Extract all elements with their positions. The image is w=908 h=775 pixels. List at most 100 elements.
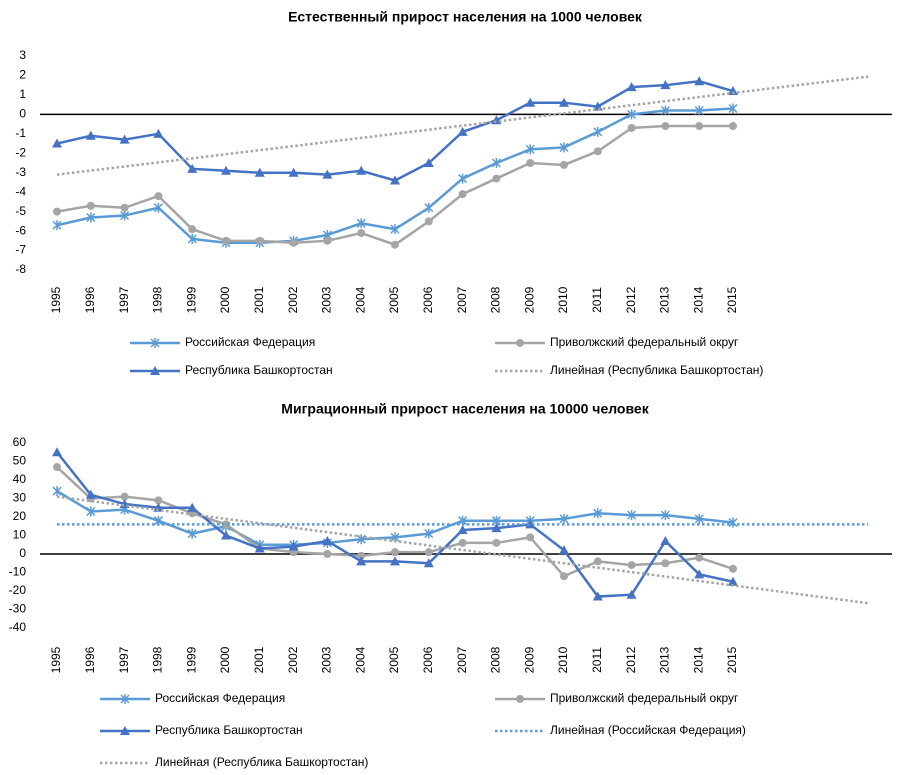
marker	[120, 694, 130, 704]
marker	[660, 80, 671, 90]
marker	[491, 523, 502, 533]
marker	[492, 538, 501, 547]
marker	[254, 167, 265, 177]
marker	[53, 463, 61, 472]
x-tick-label: 2000	[218, 286, 232, 313]
legend-label: Приволжский федеральный округ	[550, 691, 739, 705]
marker	[526, 159, 535, 167]
x-tick-label: 2013	[658, 286, 672, 313]
marker	[525, 144, 535, 155]
x-tick-label: 2005	[387, 646, 401, 673]
x-tick-label: 2008	[489, 646, 503, 673]
x-tick-label: 2008	[489, 286, 503, 313]
marker	[560, 160, 568, 169]
marker	[187, 163, 198, 173]
x-tick-label: 2009	[522, 646, 536, 673]
marker	[120, 210, 130, 221]
marker	[424, 548, 433, 557]
marker	[694, 76, 705, 86]
legend-label: Республика Башкортостан	[185, 363, 333, 377]
marker	[593, 147, 602, 156]
marker	[52, 486, 62, 497]
y-tick-label: -3	[15, 165, 26, 179]
trend-line	[56, 75, 869, 176]
marker	[660, 105, 670, 116]
x-tick-label: 2012	[624, 646, 638, 673]
x-tick-label: 2006	[421, 646, 435, 673]
marker	[424, 217, 433, 226]
marker	[660, 536, 671, 546]
x-tick-label: 2003	[320, 286, 334, 313]
marker	[627, 123, 636, 132]
marker	[390, 175, 400, 185]
marker	[86, 506, 96, 517]
marker	[661, 122, 670, 131]
marker	[593, 557, 602, 566]
marker	[154, 496, 163, 505]
marker	[525, 519, 536, 529]
marker	[695, 122, 704, 131]
y-tick-label: -2	[15, 145, 26, 159]
marker	[492, 174, 501, 183]
x-tick-label: 2007	[455, 286, 469, 313]
x-tick-label: 2011	[590, 287, 604, 313]
marker	[390, 556, 400, 566]
legend-label: Линейная (Республика Башкортостан)	[155, 755, 368, 769]
marker	[559, 513, 569, 524]
marker	[694, 105, 704, 116]
legend-label: Российская Федерация	[155, 691, 285, 705]
marker	[53, 207, 61, 216]
chart-title: Миграционный прирост населения на 10000 …	[281, 401, 649, 417]
marker	[120, 492, 129, 501]
marker	[458, 190, 467, 199]
x-tick-label: 2004	[353, 646, 367, 673]
y-tick-label: -20	[9, 583, 27, 597]
legend-label: Приволжский федеральный округ	[550, 335, 739, 349]
marker	[221, 530, 231, 540]
y-tick-label: 3	[19, 48, 26, 62]
marker	[491, 158, 501, 168]
marker	[728, 103, 738, 114]
y-tick-label: -8	[15, 262, 26, 276]
marker	[390, 224, 400, 235]
y-tick-label: 10	[13, 528, 27, 542]
x-tick-label: 2002	[286, 646, 300, 673]
marker	[52, 138, 62, 148]
chart-title: Естественный прирост населения на 1000 ч…	[288, 9, 643, 25]
y-tick-label: -4	[15, 184, 26, 198]
marker	[222, 520, 230, 529]
marker	[288, 167, 299, 177]
x-tick-label: 1996	[83, 286, 97, 313]
x-tick-label: 1999	[184, 286, 198, 313]
marker	[85, 489, 96, 499]
x-tick-label: 2005	[387, 286, 401, 313]
marker	[516, 695, 524, 703]
marker	[150, 366, 160, 375]
marker	[627, 510, 637, 521]
y-tick-label: -10	[9, 565, 27, 579]
marker	[153, 202, 163, 213]
marker	[356, 556, 367, 566]
x-tick-label: 2001	[252, 286, 266, 313]
marker	[153, 502, 164, 512]
marker	[626, 589, 637, 599]
marker	[423, 158, 434, 167]
marker	[391, 240, 399, 249]
x-tick-label: 2013	[658, 646, 672, 673]
marker	[457, 524, 468, 534]
marker	[154, 192, 163, 201]
marker	[729, 122, 737, 131]
marker	[357, 551, 366, 560]
marker	[119, 134, 130, 144]
marker	[322, 169, 333, 179]
marker	[322, 536, 333, 546]
marker	[323, 550, 332, 558]
x-tick-label: 1996	[83, 646, 97, 673]
x-tick-label: 1997	[117, 286, 131, 313]
x-tick-label: 2014	[691, 286, 705, 313]
marker	[592, 591, 603, 601]
x-tick-label: 2003	[320, 646, 334, 673]
marker	[728, 86, 738, 96]
marker	[153, 128, 164, 138]
